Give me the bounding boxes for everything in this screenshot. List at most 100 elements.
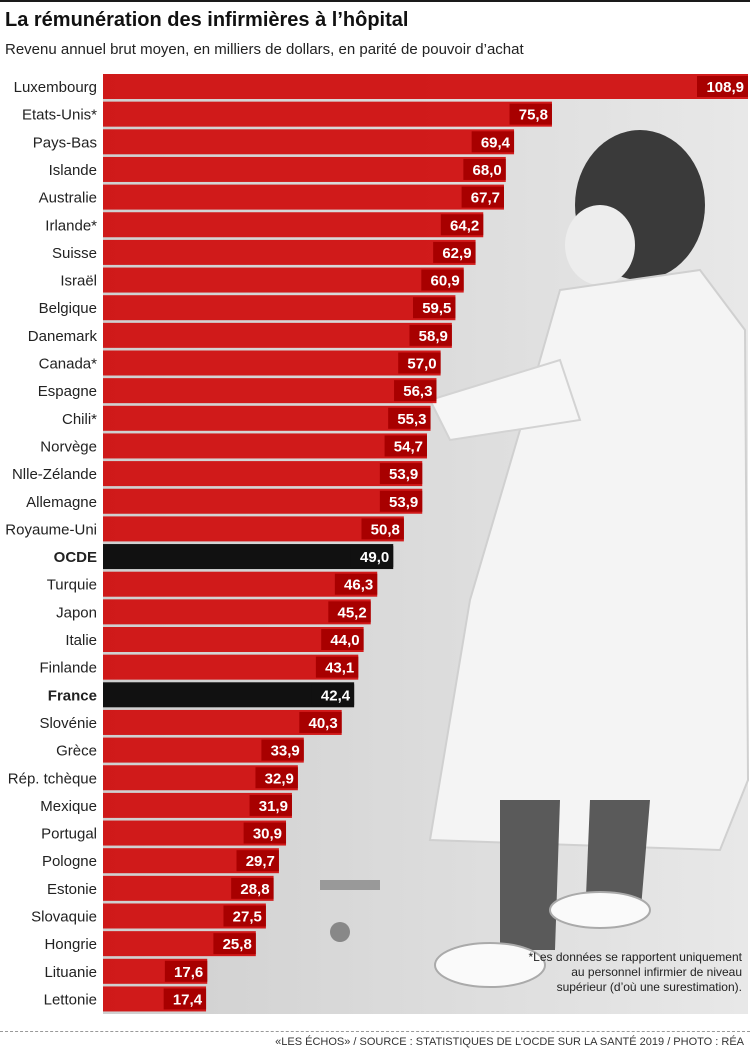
category-label: Slovaquie [31,909,97,926]
footer-rule [0,1031,750,1032]
value-label-bg [249,794,292,816]
value-label: 28,8 [240,881,269,898]
category-label: Slovénie [39,715,97,732]
category-label: Turquie [47,577,97,594]
value-label-bg [433,241,476,263]
bar-danemark [103,322,452,348]
category-label: Belgique [39,300,97,317]
value-label-bg [384,435,427,457]
value-label: 108,9 [706,79,744,96]
value-label: 17,6 [174,964,203,981]
value-label-bg [379,463,423,485]
bar-irlande [103,212,484,238]
category-label: Rép. tchèque [8,770,97,787]
value-label-bg [328,601,371,623]
value-label-bg [223,905,266,927]
value-label: 17,4 [173,991,203,1008]
bar-etats-unis [103,101,552,127]
value-label: 32,9 [265,770,294,787]
category-label: Chili* [62,411,97,428]
value-label-bg [461,186,504,208]
category-label: Estonie [47,881,97,898]
bar-turquie [103,571,378,597]
value-label: 69,4 [481,134,511,151]
category-label: Etats-Unis* [22,107,97,124]
value-label: 31,9 [259,798,288,815]
value-label-bg [509,103,552,125]
value-label: 68,0 [473,162,502,179]
category-label: Lettonie [44,991,97,1008]
bar-suisse [103,239,476,265]
value-label: 25,8 [223,936,252,953]
value-label-bg [164,960,208,982]
value-label-bg [471,131,515,153]
category-label: Suisse [52,245,97,262]
value-label-bg [379,490,423,512]
value-label-bg [421,269,464,291]
value-label: 54,7 [394,438,423,455]
category-label: Israël [60,273,97,290]
value-label: 46,3 [344,577,373,594]
bar-italie [103,627,364,652]
bar-norvege [103,433,427,459]
value-label: 27,5 [233,909,262,926]
bar-canada [103,350,441,376]
chart-subtitle: Revenu annuel brut moyen, en milliers de… [5,41,524,58]
value-label: 53,9 [389,466,418,483]
category-label: Canada* [39,356,98,373]
category-label: Italie [65,632,97,649]
value-label: 53,9 [389,494,418,511]
bar-ocde [103,544,394,570]
bar-finlande [103,654,359,680]
bar-luxembourg [103,74,748,99]
value-label: 56,3 [403,383,432,400]
value-label-bg [350,546,394,568]
category-label: Norvège [40,438,97,455]
value-label: 50,8 [371,521,400,538]
value-label: 30,9 [253,826,282,843]
bar-pays-bas [103,129,515,155]
bar-israel [103,267,464,293]
value-label: 75,8 [519,107,548,124]
value-label-bg [236,850,279,872]
value-label: 44,0 [330,632,359,649]
category-label: Lituanie [44,964,97,981]
value-label: 58,9 [419,328,448,345]
value-label-bg [697,76,748,97]
value-label-bg [315,656,359,678]
category-label: Finlande [39,660,97,677]
bar-nlle-zelande [103,461,423,487]
value-label-bg [311,684,355,706]
category-label: Luxembourg [14,79,97,96]
value-label-bg [334,573,378,595]
value-label: 40,3 [308,715,337,732]
value-label-bg [255,767,298,789]
bar-belgique [103,295,456,321]
value-label: 67,7 [471,190,500,207]
category-label: Japon [56,604,97,621]
value-label: 33,9 [271,743,300,760]
value-label-bg [299,711,342,733]
category-label: Allemagne [26,494,97,511]
value-label-bg [163,988,207,1010]
category-label: Grèce [56,743,97,760]
value-label: 57,0 [407,356,436,373]
value-label: 60,9 [430,273,459,290]
value-label-bg [243,822,287,844]
category-label: Espagne [38,383,97,400]
value-label-bg [261,739,304,761]
bar-japon [103,599,371,625]
bar-royaume-uni [103,516,404,542]
value-label-bg [398,352,441,374]
bar-allemagne [103,488,423,514]
category-label: Hongrie [44,936,97,953]
footnote: *Les données se rapportent uniquement au… [528,950,743,994]
value-label: 43,1 [325,660,354,677]
category-label: Mexique [40,798,97,815]
value-label-bg [213,933,256,955]
category-label: France [48,687,97,704]
value-label: 49,0 [360,549,389,566]
category-label: Islande [49,162,97,179]
value-label-bg [463,158,506,180]
